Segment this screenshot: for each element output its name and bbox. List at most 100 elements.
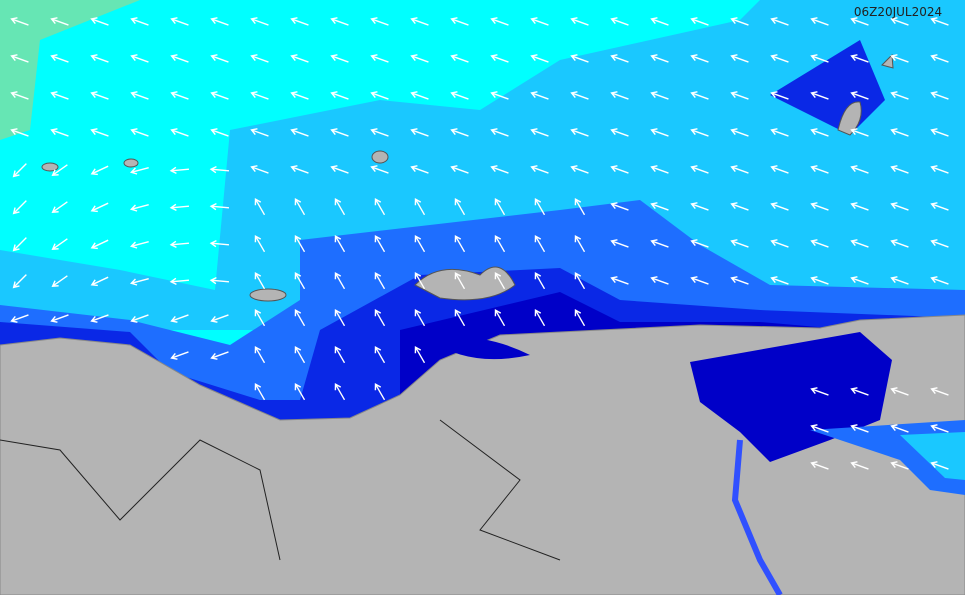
wind-arrow <box>610 276 629 285</box>
wind-arrow <box>414 235 426 253</box>
wind-arrow <box>50 314 69 323</box>
wind-arrow <box>890 461 909 470</box>
island <box>249 288 287 302</box>
wind-arrow <box>294 346 306 364</box>
wind-arrow <box>294 272 306 290</box>
wind-arrow <box>10 91 29 100</box>
wind-arrow <box>370 54 389 63</box>
wind-arrow <box>374 309 386 327</box>
wind-arrow <box>334 383 346 401</box>
wind-arrow <box>730 128 749 137</box>
wind-arrow <box>10 54 29 63</box>
wind-arrow <box>210 128 229 137</box>
wind-arrow <box>254 235 266 253</box>
island <box>881 53 894 69</box>
wind-arrow <box>410 17 429 26</box>
wind-arrow <box>534 198 546 216</box>
wind-arrow <box>294 383 306 401</box>
wind-arrow <box>810 17 829 26</box>
wind-arrow <box>930 461 949 470</box>
wind-arrow <box>530 91 549 100</box>
wind-arrow <box>770 54 789 63</box>
wind-arrow <box>374 198 386 216</box>
wind-arrow <box>90 314 109 323</box>
wind-arrow <box>130 91 149 100</box>
wind-arrow <box>770 128 789 137</box>
wind-arrow <box>810 387 829 396</box>
wind-arrow <box>850 276 869 285</box>
wind-arrow <box>494 272 506 290</box>
wind-arrow <box>930 54 949 63</box>
wind-arrow <box>650 54 669 63</box>
wind-arrow <box>690 239 709 248</box>
wind-arrow <box>374 346 386 364</box>
wind-arrow <box>930 165 949 174</box>
wind-arrow <box>130 54 149 63</box>
wind-arrow <box>930 91 949 100</box>
wind-arrow <box>454 235 466 253</box>
wind-arrow <box>210 54 229 63</box>
wind-arrow <box>810 91 829 100</box>
wind-arrow <box>210 91 229 100</box>
wind-arrow <box>490 165 509 174</box>
wind-arrow <box>490 17 509 26</box>
wind-arrow <box>890 424 909 433</box>
wind-arrow <box>250 91 269 100</box>
wind-arrow <box>650 128 669 137</box>
wind-arrow <box>650 239 669 248</box>
border <box>439 419 561 561</box>
wind-arrow <box>930 202 949 211</box>
wind-arrow <box>51 201 68 213</box>
wind-arrow <box>850 165 869 174</box>
wind-arrow <box>530 54 549 63</box>
wind-arrow <box>850 424 869 433</box>
wind-arrow <box>810 276 829 285</box>
wind-arrow <box>334 235 346 253</box>
wind-arrow <box>770 239 789 248</box>
wind-arrow <box>170 128 189 137</box>
wind-arrow <box>730 91 749 100</box>
wind-arrow <box>930 128 949 137</box>
wind-arrow <box>930 17 949 26</box>
wind-arrow <box>170 351 189 360</box>
wind-arrow <box>890 128 909 137</box>
wind-arrow <box>294 309 306 327</box>
wind-arrow <box>650 91 669 100</box>
wind-arrow <box>810 424 829 433</box>
wind-arrow <box>169 240 190 249</box>
wind-arrow <box>210 17 229 26</box>
wind-arrow <box>12 163 27 178</box>
wind-arrow <box>209 165 230 174</box>
wind-arrow <box>850 54 869 63</box>
wind-arrow <box>50 17 69 26</box>
wind-arrow <box>90 276 109 287</box>
wind-arrow <box>770 202 789 211</box>
wind-arrow <box>290 91 309 100</box>
wind-arrow <box>410 165 429 174</box>
wind-arrow <box>810 239 829 248</box>
lagoon <box>430 337 530 360</box>
gulf-water-light <box>900 432 965 480</box>
wind-arrow <box>250 54 269 63</box>
wind-arrow <box>850 387 869 396</box>
wind-arrow <box>90 202 109 213</box>
wind-arrow <box>90 128 109 137</box>
wind-arrow <box>770 17 789 26</box>
wind-arrow <box>610 239 629 248</box>
wind-arrow <box>170 54 189 63</box>
wind-arrow <box>890 202 909 211</box>
wind-arrow <box>374 272 386 290</box>
wind-arrow <box>530 165 549 174</box>
timestamp: 06Z20JUL2024 <box>854 5 942 19</box>
wind-arrow <box>850 91 869 100</box>
wind-arrow <box>810 54 829 63</box>
sea-green <box>0 0 140 140</box>
wind-arrow <box>730 239 749 248</box>
wind-arrow <box>650 165 669 174</box>
wind-arrow <box>254 272 266 290</box>
wind-arrow <box>129 240 149 249</box>
wind-arrow <box>374 235 386 253</box>
wind-arrow <box>370 165 389 174</box>
wind-arrow <box>90 54 109 63</box>
